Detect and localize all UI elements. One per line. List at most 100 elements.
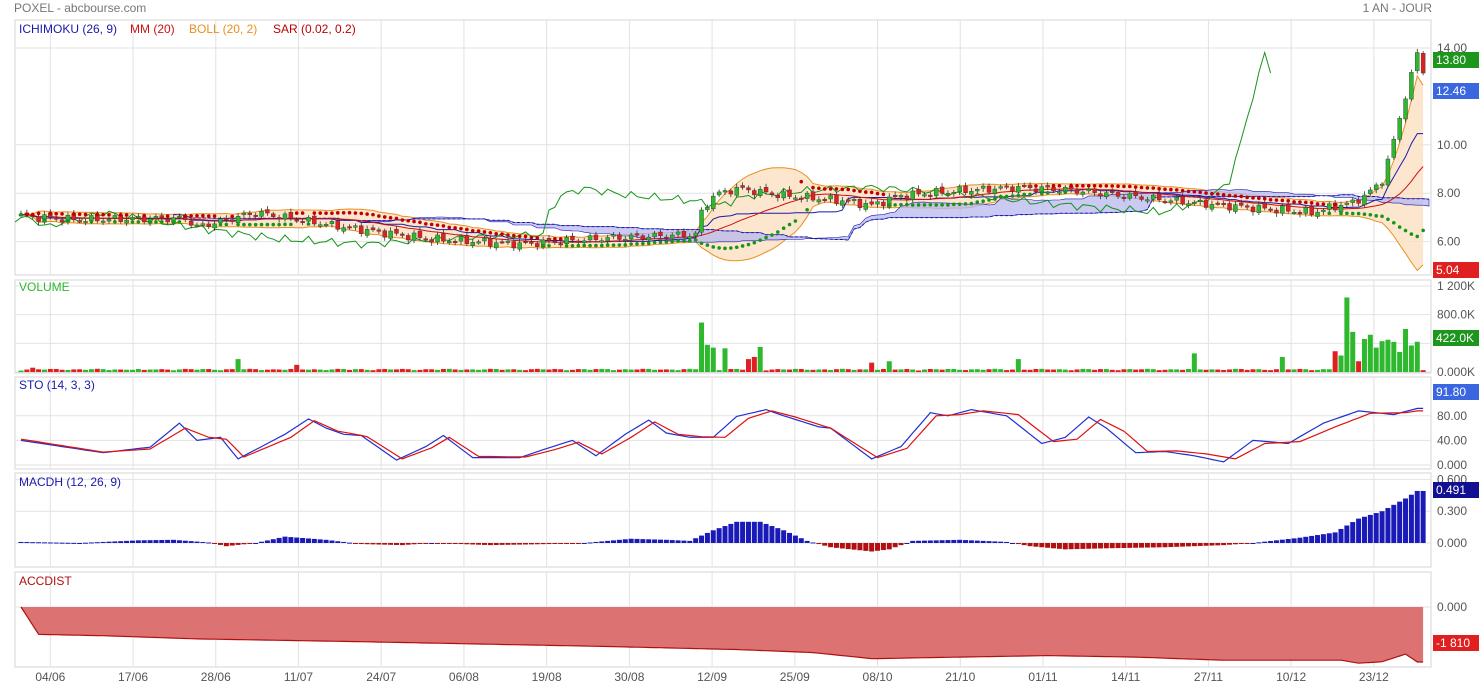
volume-bar bbox=[358, 369, 364, 372]
candle bbox=[370, 227, 376, 231]
sar-dot bbox=[1374, 214, 1378, 218]
volume-bar bbox=[851, 369, 857, 372]
volume-bar bbox=[1097, 369, 1103, 372]
volume-bar bbox=[575, 369, 581, 372]
candle bbox=[1203, 199, 1209, 208]
sar-dot bbox=[330, 211, 334, 216]
macdh-bar bbox=[481, 543, 487, 545]
candle bbox=[734, 186, 739, 196]
candle bbox=[218, 218, 223, 224]
volume-bar bbox=[1268, 370, 1274, 372]
volume-bar bbox=[687, 368, 693, 372]
volume-bar bbox=[1291, 369, 1297, 372]
sar-dot bbox=[189, 214, 193, 218]
sar-dot bbox=[916, 203, 921, 207]
sar-dot bbox=[875, 191, 880, 196]
chart-title: POXEL - abcbourse.com bbox=[14, 1, 147, 15]
sar-dot bbox=[83, 212, 88, 217]
volume-bar bbox=[118, 369, 124, 372]
candle bbox=[347, 226, 352, 229]
volume-bar bbox=[804, 369, 810, 372]
candle bbox=[1098, 193, 1103, 197]
candle bbox=[1127, 193, 1133, 199]
volume-bar bbox=[1068, 370, 1074, 372]
volume-bar bbox=[100, 369, 106, 372]
sar-dot bbox=[793, 219, 798, 223]
macdh-bar bbox=[364, 543, 370, 545]
volume-bar bbox=[1056, 369, 1062, 372]
macdh-bar bbox=[751, 521, 757, 543]
macdh-bar bbox=[1309, 535, 1315, 543]
sar-dot bbox=[975, 200, 980, 204]
sar-dot bbox=[1333, 202, 1337, 207]
candle bbox=[892, 194, 898, 197]
macdh-bar bbox=[663, 539, 669, 543]
macdh-bar bbox=[616, 539, 622, 543]
volume-bar bbox=[1309, 370, 1315, 372]
candle bbox=[276, 217, 282, 220]
candle bbox=[916, 188, 921, 195]
candle bbox=[711, 195, 716, 210]
macdh-bar bbox=[1197, 543, 1203, 546]
candle bbox=[364, 229, 370, 236]
x-tick-label: 11/07 bbox=[284, 670, 313, 684]
volume-bar bbox=[599, 368, 605, 372]
candle bbox=[1057, 191, 1062, 194]
sar-dot bbox=[1292, 200, 1296, 204]
sar-dot bbox=[729, 246, 733, 250]
macdh-bar bbox=[30, 542, 36, 544]
macdh-bar bbox=[657, 539, 663, 543]
volume-bar bbox=[863, 369, 869, 372]
sar-dot bbox=[113, 220, 117, 224]
macdh-bar bbox=[1027, 543, 1033, 547]
sar-dot bbox=[95, 212, 100, 217]
boll-upper-tag-bg bbox=[1433, 83, 1479, 99]
sar-dot bbox=[805, 207, 809, 212]
macdh-bar bbox=[141, 540, 147, 543]
volume-bar bbox=[1379, 341, 1385, 372]
macdh-bar bbox=[71, 542, 77, 544]
sar-dot bbox=[688, 238, 692, 243]
boll-lower-tag-bg bbox=[1433, 262, 1479, 278]
sar-dot bbox=[963, 202, 968, 206]
macdh-bar bbox=[1127, 543, 1133, 548]
macdh-bar bbox=[124, 540, 130, 543]
volume-bar bbox=[1180, 369, 1186, 372]
macdh-bar bbox=[1397, 501, 1403, 543]
macdh-bar bbox=[904, 543, 910, 544]
period-label[interactable]: 1 AN - JOUR bbox=[1362, 1, 1432, 15]
candle bbox=[1168, 200, 1174, 203]
sar-dot bbox=[922, 203, 927, 207]
macdh-bar bbox=[593, 541, 599, 543]
candle bbox=[106, 219, 112, 222]
volume-bar bbox=[1133, 369, 1139, 372]
macdh-bar bbox=[1338, 528, 1344, 543]
sar-dot bbox=[1151, 186, 1156, 190]
volume-bar bbox=[1397, 351, 1403, 372]
candle bbox=[828, 195, 833, 200]
sar-dot bbox=[1257, 196, 1261, 201]
macdh-bar bbox=[464, 543, 470, 545]
macdh-bar bbox=[1379, 511, 1385, 543]
sar-dot bbox=[1298, 200, 1302, 204]
volume-bar bbox=[875, 369, 881, 372]
macdh-bar bbox=[833, 543, 839, 548]
candle bbox=[229, 219, 235, 222]
volume-bar bbox=[294, 364, 300, 372]
volume-bar bbox=[740, 369, 746, 372]
volume-bar bbox=[1086, 369, 1092, 372]
volume-bar bbox=[1344, 297, 1350, 372]
candle bbox=[881, 201, 886, 207]
candle bbox=[675, 231, 681, 235]
candle bbox=[482, 238, 487, 242]
volume-bar bbox=[927, 368, 933, 372]
sto-y-tick: 80.00 bbox=[1437, 409, 1467, 423]
macdh-bar bbox=[411, 543, 417, 545]
sar-dot bbox=[952, 202, 956, 207]
macdh-bar bbox=[1279, 539, 1285, 543]
macdh-bar bbox=[1051, 543, 1057, 549]
candle bbox=[775, 194, 780, 198]
candle bbox=[1197, 199, 1203, 202]
candle bbox=[857, 198, 863, 209]
